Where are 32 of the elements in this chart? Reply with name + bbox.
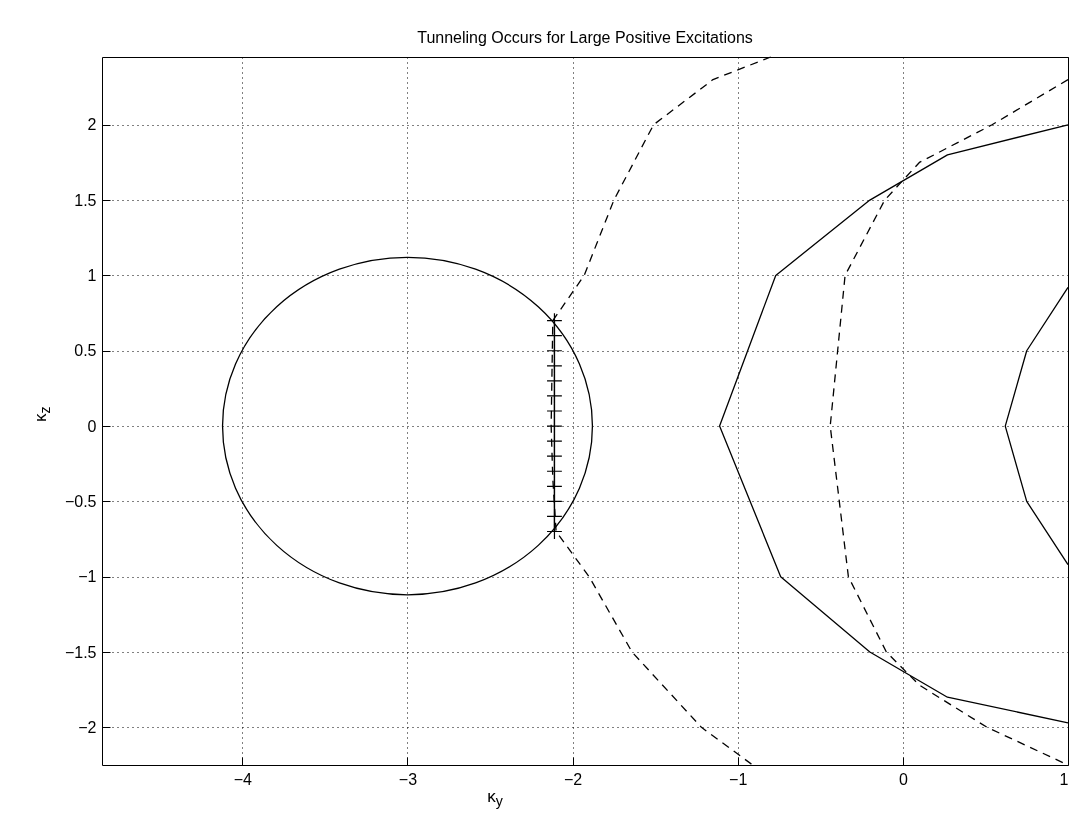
x-tick-label: −1 xyxy=(729,770,748,788)
y-tick-label: 0.5 xyxy=(74,342,97,360)
point xyxy=(546,493,563,510)
y-tick-label: 2 xyxy=(87,116,97,134)
point xyxy=(546,327,563,344)
point xyxy=(546,418,563,435)
y-tick-label: −1 xyxy=(78,568,97,586)
point xyxy=(546,312,563,329)
point xyxy=(546,433,563,450)
y-tick-label: 1 xyxy=(87,266,97,284)
point xyxy=(546,372,563,389)
y-tick-label: −1.5 xyxy=(64,643,97,661)
point xyxy=(546,402,563,420)
point xyxy=(546,478,563,495)
x-tick-label: −3 xyxy=(398,770,418,788)
point xyxy=(546,342,563,359)
x-tick-label: −4 xyxy=(233,770,253,788)
y-tick-label: 0 xyxy=(87,417,97,435)
x-tick-label: 0 xyxy=(898,770,908,788)
point xyxy=(546,508,563,525)
x-axis-title: κ$_{y}$ xyxy=(487,787,503,810)
point xyxy=(546,523,563,540)
point xyxy=(546,463,563,480)
point xyxy=(546,448,563,465)
y-tick-label: −0.5 xyxy=(64,492,97,510)
chart-title: Tunneling Occurs for Large Positive Excitations xyxy=(417,29,753,47)
y-tick-label: −2 xyxy=(78,718,97,736)
x-tick-label: 1 xyxy=(1059,770,1069,788)
point xyxy=(546,387,563,404)
y-tick-label: 1.5 xyxy=(74,191,97,209)
point xyxy=(546,357,563,374)
x-tick-label: −2 xyxy=(563,770,583,788)
